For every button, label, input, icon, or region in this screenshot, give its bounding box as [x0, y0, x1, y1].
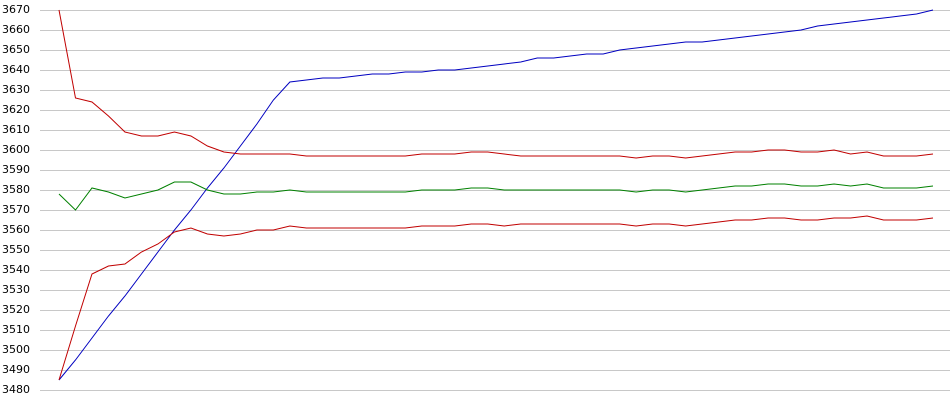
y-tick-label: 3610 — [2, 123, 30, 136]
y-tick-label: 3520 — [2, 303, 30, 316]
series-line — [58, 215, 934, 381]
y-tick-label: 3530 — [2, 283, 30, 296]
y-tick-label: 3590 — [2, 163, 30, 176]
y-tick-label: 3540 — [2, 263, 30, 276]
y-tick-label: 3570 — [2, 203, 30, 216]
y-tick-label: 3560 — [2, 223, 30, 236]
y-tick-label: 3640 — [2, 63, 30, 76]
y-tick-label: 3670 — [2, 3, 30, 16]
series-line — [58, 9, 934, 381]
y-tick-label: 3580 — [2, 183, 30, 196]
y-tick-label: 3500 — [2, 343, 30, 356]
y-tick-label: 3620 — [2, 103, 30, 116]
y-tick-label: 3480 — [2, 383, 30, 396]
y-tick-label: 3660 — [2, 23, 30, 36]
y-tick-label: 3600 — [2, 143, 30, 156]
y-tick-label: 3630 — [2, 83, 30, 96]
y-tick-label: 3550 — [2, 243, 30, 256]
y-tick-label: 3490 — [2, 363, 30, 376]
y-tick-label: 3650 — [2, 43, 30, 56]
y-tick-label: 3510 — [2, 323, 30, 336]
series-line — [58, 9, 934, 159]
series-line — [58, 181, 934, 211]
